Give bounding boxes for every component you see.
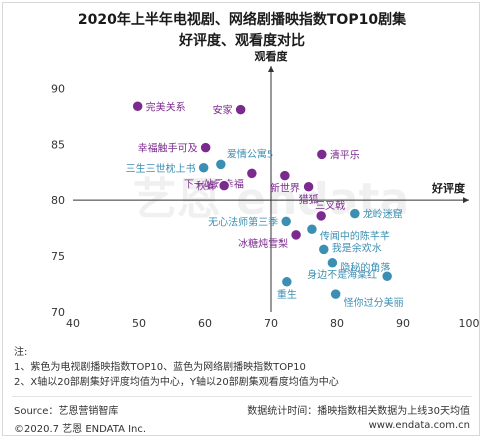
data-point — [289, 228, 303, 242]
data-point — [348, 207, 362, 220]
notes-line-2: 2、X轴以20部剧集好评度均值为中心，Y轴以20部剧集观看度均值为中心 — [14, 377, 339, 388]
data-point-label: 身边不是海棠红 — [307, 268, 377, 281]
data-point-label: 三叉戟 — [315, 199, 345, 212]
data-point — [245, 167, 259, 180]
x-tick-label: 100 — [459, 317, 480, 330]
data-point-label: 冰糖炖雪梨 — [238, 237, 288, 250]
data-point-label: 重生 — [277, 288, 297, 301]
y-axis-label: 观看度 — [255, 49, 289, 63]
footer-divider — [12, 396, 472, 397]
x-tick-label: 60 — [198, 317, 212, 330]
data-point-label: 我是余欢水 — [332, 241, 382, 254]
data-point-label: 爱情公寓5 — [227, 147, 273, 160]
y-tick-label: 70 — [51, 306, 65, 319]
website-link[interactable]: www.endata.com.cn — [368, 420, 470, 431]
data-point — [197, 161, 210, 175]
copyright-text: ©2020.7 艺恩 ENDATA Inc. — [14, 424, 147, 435]
data-point — [314, 209, 328, 223]
data-point — [317, 243, 331, 256]
x-tick-label: 90 — [396, 317, 410, 330]
data-point — [302, 180, 315, 194]
data-point-label: 新世界 — [270, 182, 300, 195]
data-point — [326, 256, 339, 270]
x-tick-label: 50 — [132, 317, 146, 330]
stat-time-text: 数据统计时间：播映指数相关数据为上线30天均值 — [247, 406, 470, 417]
y-tick-label: 90 — [51, 82, 65, 95]
data-point-label: 龙岭迷窟 — [363, 208, 403, 221]
data-point — [305, 223, 319, 236]
data-point-label: 传闻中的陈芊芊 — [320, 229, 390, 242]
chart-title: 2020年上半年电视剧、网络剧播映指数TOP10剧集 — [77, 12, 407, 28]
data-point — [278, 169, 292, 182]
x-tick-label: 80 — [330, 317, 344, 330]
data-point-label: 完美关系 — [146, 100, 186, 113]
y-tick-label: 75 — [51, 250, 65, 263]
data-point — [380, 269, 394, 283]
data-point — [214, 158, 228, 171]
y-tick-label: 80 — [51, 194, 65, 207]
data-point-label: 三生三世枕上书 — [126, 162, 196, 175]
data-point — [131, 100, 144, 113]
data-point — [279, 215, 293, 228]
data-point-label: 隐秘的角落 — [340, 261, 390, 274]
data-point — [315, 148, 329, 161]
data-point-label: 无心法师第三季 — [208, 215, 278, 228]
chart-subtitle: 好评度、观看度对比 — [179, 33, 305, 49]
data-point-label: 幸福触手可及 — [138, 142, 198, 155]
x-tick-label: 70 — [264, 317, 278, 330]
data-point-label: 秋蝉 — [196, 180, 216, 193]
data-point — [234, 103, 247, 116]
x-axis-label: 好评度 — [431, 181, 466, 195]
source-text: Source：艺恩营销智库 — [14, 406, 119, 417]
y-axis-arrow — [268, 66, 274, 72]
notes-block: 注: 1、紫色为电视剧播映指数TOP10、蓝色为网络剧播映指数TOP10 2、X… — [14, 345, 339, 390]
data-point — [280, 275, 294, 289]
figure-frame — [2, 2, 480, 436]
data-point-label: 安家 — [213, 104, 233, 117]
notes-label: 注: — [14, 347, 28, 358]
data-point-label: 猎狐 — [299, 193, 319, 206]
y-tick-label: 85 — [51, 138, 65, 151]
notes-line-1: 1、紫色为电视剧播映指数TOP10、蓝色为网络剧播映指数TOP10 — [14, 362, 306, 373]
data-point — [329, 287, 342, 301]
data-point-label: 清平乐 — [330, 148, 360, 161]
x-tick-label: 40 — [66, 317, 80, 330]
data-point — [217, 179, 231, 192]
data-point — [199, 141, 212, 154]
data-point-label: 怪你过分美丽 — [344, 296, 404, 309]
x-axis-arrow — [463, 197, 469, 204]
